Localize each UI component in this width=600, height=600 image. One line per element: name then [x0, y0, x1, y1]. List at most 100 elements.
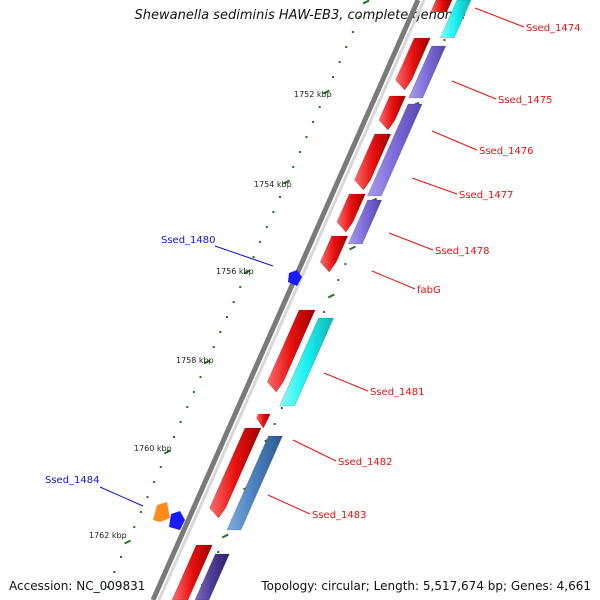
scale-dot — [225, 316, 228, 318]
inner-ring-dot — [217, 551, 220, 553]
label-connector — [474, 7, 525, 28]
gene-ssed-1474 — [430, 0, 453, 13]
map-title: Shewanella sediminis HAW-EB3, complete g… — [134, 8, 466, 23]
scale-dot — [232, 301, 235, 303]
scale-dot — [139, 511, 142, 513]
gene-label-ssed-1481[interactable]: Ssed_1481 — [370, 387, 425, 398]
gene-label-fabg[interactable]: fabG — [417, 285, 441, 296]
scale-dot — [265, 226, 268, 228]
scale-dot — [259, 241, 262, 243]
scale-dot — [239, 286, 242, 288]
scale-dot — [146, 496, 149, 498]
scale-dot — [272, 211, 275, 213]
gene-ssed-1483-companion — [226, 435, 283, 531]
scale-label-1762: 1762 kbp — [89, 531, 127, 540]
scale-tick — [203, 359, 211, 365]
genome-backbone — [150, 0, 421, 600]
scale-tick — [243, 269, 251, 275]
gene-ssed-1477 — [354, 133, 392, 191]
gene-label-ssed-1482[interactable]: Ssed_1482 — [338, 457, 393, 468]
gene-fabg — [319, 235, 349, 273]
scale-dot — [212, 346, 215, 348]
inner-ring-dash — [221, 533, 229, 539]
scale-dot — [292, 166, 295, 168]
inner-ring-dot — [273, 423, 276, 425]
label-connectors — [99, 7, 525, 515]
gene-ssed-1481-companion — [279, 317, 335, 407]
scale-label-1760: 1760 kbp — [134, 444, 172, 453]
gene-label-ssed-1475[interactable]: Ssed_1475 — [498, 95, 553, 106]
scale-dot — [179, 421, 182, 423]
tick-track — [106, 0, 370, 588]
scale-dot — [358, 16, 361, 18]
gene-label-ssed-1474[interactable]: Ssed_1474 — [526, 23, 581, 34]
scale-dot — [345, 46, 348, 48]
scale-dot — [305, 136, 308, 138]
gene-label-ssed-1483[interactable]: Ssed_1483 — [312, 510, 367, 521]
gene-ssed-1475 — [395, 37, 431, 91]
scale-tick — [163, 449, 171, 455]
gene-bottom-companion — [194, 553, 230, 600]
inner-ring-dot — [344, 263, 347, 265]
label-connector — [371, 270, 416, 290]
inner-ring-dot — [280, 407, 283, 409]
scale-label-1752: 1752 kbp — [294, 90, 332, 99]
gene-ssed-1475-companion — [408, 45, 447, 99]
label-connector — [431, 130, 478, 151]
gene-label-ssed-1476[interactable]: Ssed_1476 — [479, 146, 534, 157]
inner-ring-dot — [337, 279, 340, 281]
gene-ssed-1478 — [336, 193, 366, 233]
gene-ssed-1476 — [378, 95, 407, 131]
scale-dot — [192, 391, 195, 393]
gene-ssed-1482 — [256, 413, 271, 429]
scale-label-1754: 1754 kbp — [254, 180, 292, 189]
accession-text: Accession: NC_009831 — [9, 579, 146, 593]
inner-ring-dot — [443, 39, 446, 41]
scale-tick — [362, 0, 370, 5]
gene-ssed-1478-companion — [347, 199, 383, 245]
scale-dot — [298, 151, 301, 153]
scale-dot — [172, 436, 175, 438]
scale-dot — [159, 466, 162, 468]
scale-dot — [119, 556, 122, 558]
gene-label-ssed-1478[interactable]: Ssed_1478 — [435, 246, 490, 257]
scale-dot — [338, 61, 341, 63]
inner-ring-dot — [323, 311, 326, 313]
scale-dot — [331, 76, 334, 78]
scale-tick — [283, 179, 291, 185]
gene-ssed-1484-orange — [153, 502, 170, 522]
gene-ssed-1477-companion — [366, 103, 423, 197]
gene-ssed-1480 — [288, 270, 302, 286]
inner-ring-dash — [349, 245, 356, 251]
scale-dot — [186, 406, 189, 408]
label-connector — [388, 232, 434, 251]
gene-label-ssed-1480[interactable]: Ssed_1480 — [161, 235, 216, 246]
scale-dot — [106, 586, 109, 588]
gene-ssed-1484 — [169, 511, 185, 530]
feature-track — [153, 0, 472, 600]
label-connector — [451, 80, 497, 100]
label-connector — [214, 245, 274, 267]
gene-ssed-1474-cyan — [439, 0, 472, 39]
label-connector — [292, 439, 337, 462]
scale-label-1756: 1756 kbp — [216, 267, 254, 276]
inner-ring-dash — [327, 293, 335, 299]
scale-dot — [351, 31, 354, 33]
gene-ssed-1483 — [209, 427, 262, 519]
scale-dot — [252, 256, 255, 258]
label-connector — [267, 494, 311, 515]
scale-dot — [278, 196, 281, 198]
topology-text: Topology: circular; Length: 5,517,674 bp… — [261, 579, 591, 593]
scale-tick — [322, 89, 330, 95]
gene-label-ssed-1477[interactable]: Ssed_1477 — [459, 190, 514, 201]
scale-tick — [124, 539, 132, 545]
gene-label-ssed-1484[interactable]: Ssed_1484 — [45, 475, 100, 486]
scale-dot — [133, 526, 136, 528]
gene-ssed-1481 — [266, 309, 316, 393]
label-connector — [323, 372, 369, 392]
scale-label-1758: 1758 kbp — [176, 356, 214, 365]
gene-bottom-red — [171, 544, 213, 600]
scale-dot — [113, 571, 116, 573]
scale-dot — [199, 376, 202, 378]
